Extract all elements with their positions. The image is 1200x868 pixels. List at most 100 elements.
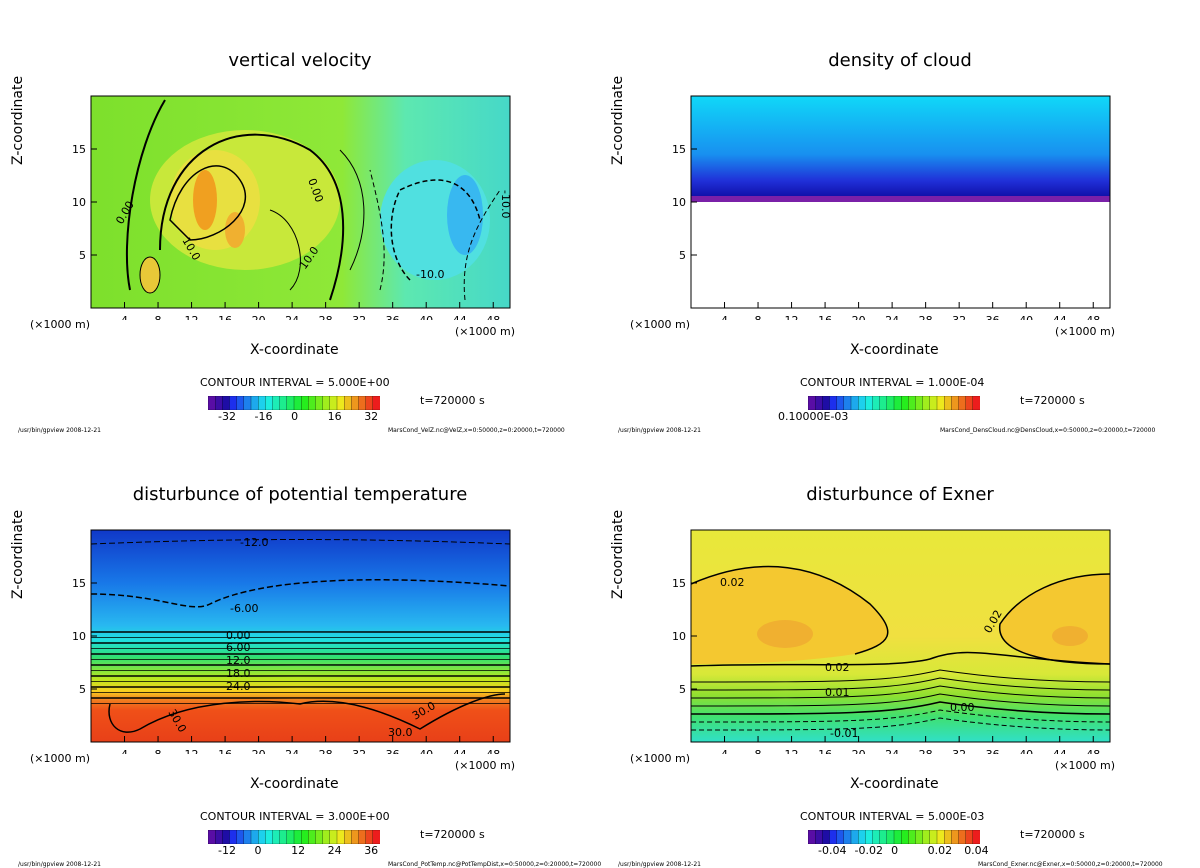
contour-label: -0.01 xyxy=(830,727,858,740)
colorbar-swatch xyxy=(944,830,952,844)
plot-area: 0.00 0.00 10.0 10.0 -10.0 -10.0 48121620… xyxy=(72,95,512,320)
colorbar-tick-label: 36 xyxy=(364,844,379,857)
colorbar-swatch xyxy=(958,830,967,844)
isotherm-line xyxy=(90,647,511,650)
x-tick-label: 48 xyxy=(486,314,500,320)
colorbar-swatch xyxy=(901,830,909,844)
colorbar-swatch xyxy=(315,396,324,410)
colorbar-swatch xyxy=(372,396,380,410)
footer-right: MarsCond_VelZ.nc@VelZ,x=0:50000,z=0:2000… xyxy=(388,427,565,434)
colorbar-swatch xyxy=(922,396,931,410)
x-tick-label: 28 xyxy=(319,314,333,320)
cloud-base xyxy=(691,196,1110,202)
x-tick-label: 4 xyxy=(121,748,128,754)
exner-contour-line xyxy=(690,677,1111,691)
colorbar-swatch xyxy=(351,396,360,410)
colorbar-swatch xyxy=(808,396,816,410)
chart-title: vertical velocity xyxy=(228,50,372,71)
time-stamp: t=720000 s xyxy=(1020,394,1085,407)
colorbar-swatch xyxy=(872,830,881,844)
colorbar-swatch xyxy=(329,396,338,410)
isotherm-line xyxy=(90,658,511,661)
colorbar-ticks: 0.10000E-03 xyxy=(778,410,849,423)
time-stamp: t=720000 s xyxy=(420,394,485,407)
colorbar-swatch xyxy=(358,830,367,844)
y-tick-label: 15 xyxy=(72,577,86,590)
colorbar-swatch xyxy=(936,396,945,410)
y-tick-label: 5 xyxy=(679,249,686,262)
ten-contour-2 xyxy=(269,209,301,291)
x-tick-label: 40 xyxy=(1019,314,1033,320)
colorbar-swatch xyxy=(365,830,374,844)
updraft-max-2 xyxy=(225,212,245,248)
x-tick-label: 20 xyxy=(852,748,866,754)
exner-contour-line xyxy=(690,701,1111,715)
colorbar-swatch xyxy=(250,396,259,410)
contour-interval: CONTOUR INTERVAL = 3.000E+00 xyxy=(200,810,390,823)
colorbar-swatch xyxy=(344,396,352,410)
contour-label: -12.0 xyxy=(240,536,268,549)
colorbar-swatch xyxy=(336,830,345,844)
x-tick-label: 28 xyxy=(919,314,933,320)
colorbar-tick-label: 32 xyxy=(364,410,379,423)
x-tick-label: 24 xyxy=(885,314,899,320)
colorbar-swatch xyxy=(322,396,331,410)
x-axis-ticks: 4812162024283236404448 xyxy=(121,302,500,320)
x-tick-label: 4 xyxy=(721,748,728,754)
colorbar-tick-label: -32 xyxy=(218,410,236,423)
y-axis-label: Z-coordinate xyxy=(10,75,26,165)
colorbar-tick-label: 12 xyxy=(291,844,306,857)
colorbar-swatch xyxy=(222,830,231,844)
colorbar-tick-label: -0.04 xyxy=(818,844,847,857)
ten-contour xyxy=(169,165,247,241)
chart-title: disturbunce of Exner xyxy=(806,484,994,505)
colorbar-swatch xyxy=(286,830,295,844)
contour-label: 0.01 xyxy=(825,686,850,699)
colorbar-swatch xyxy=(929,830,938,844)
colorbar-swatch xyxy=(879,830,888,844)
panel-potential-temperature: disturbunce of potential temperature -12… xyxy=(0,434,602,868)
colorbar-swatch xyxy=(243,830,252,844)
isotherm-line xyxy=(90,680,511,683)
footer-right: MarsCond_Exner.nc@Exner,x=0:50000,z=0:20… xyxy=(978,861,1163,868)
colorbar xyxy=(808,396,980,410)
footer-right: MarsCond_PotTemp.nc@PotTempDist,x=0:5000… xyxy=(388,861,602,868)
colorbar-swatch xyxy=(915,396,924,410)
x-tick-label: 8 xyxy=(755,314,762,320)
colorbar-swatch xyxy=(272,396,281,410)
y-tick-label: 5 xyxy=(679,683,686,696)
colorbar-swatch xyxy=(229,830,238,844)
x-tick-label: 48 xyxy=(1086,314,1100,320)
neg-contour xyxy=(90,579,511,608)
colorbar xyxy=(208,396,380,410)
time-stamp: t=720000 s xyxy=(420,828,485,841)
colorbar-swatch xyxy=(908,396,917,410)
colorbar-swatch xyxy=(829,830,838,844)
colorbar-swatch xyxy=(258,396,266,410)
colorbar-swatch xyxy=(865,830,874,844)
x-tick-label: 48 xyxy=(486,748,500,754)
contour-002-left xyxy=(690,565,889,655)
contour-label: 6.00 xyxy=(226,641,251,654)
x-tick-label: 40 xyxy=(1019,748,1033,754)
colorbar-tick-label: 24 xyxy=(327,844,342,857)
colorbar-swatch xyxy=(822,396,831,410)
x-tick-label: 24 xyxy=(885,748,899,754)
field-fill xyxy=(91,530,510,742)
x-tick-label: 12 xyxy=(185,748,199,754)
y-tick-label: 15 xyxy=(672,143,686,156)
colorbar-swatch xyxy=(322,830,331,844)
colorbar-swatch xyxy=(344,830,352,844)
y-tick-label: 15 xyxy=(72,143,86,156)
colorbar-swatch xyxy=(365,396,374,410)
cloud-layer xyxy=(691,96,1110,202)
x-axis-label: X-coordinate xyxy=(250,776,339,792)
colorbar-swatch xyxy=(936,830,945,844)
colorbar-swatch xyxy=(850,396,859,410)
contour-002-mid xyxy=(690,651,1111,667)
colorbar-swatch xyxy=(915,830,924,844)
colorbar-swatch xyxy=(336,396,345,410)
colorbar-tick-label: 0 xyxy=(254,844,262,857)
colorbar-swatch xyxy=(208,396,216,410)
